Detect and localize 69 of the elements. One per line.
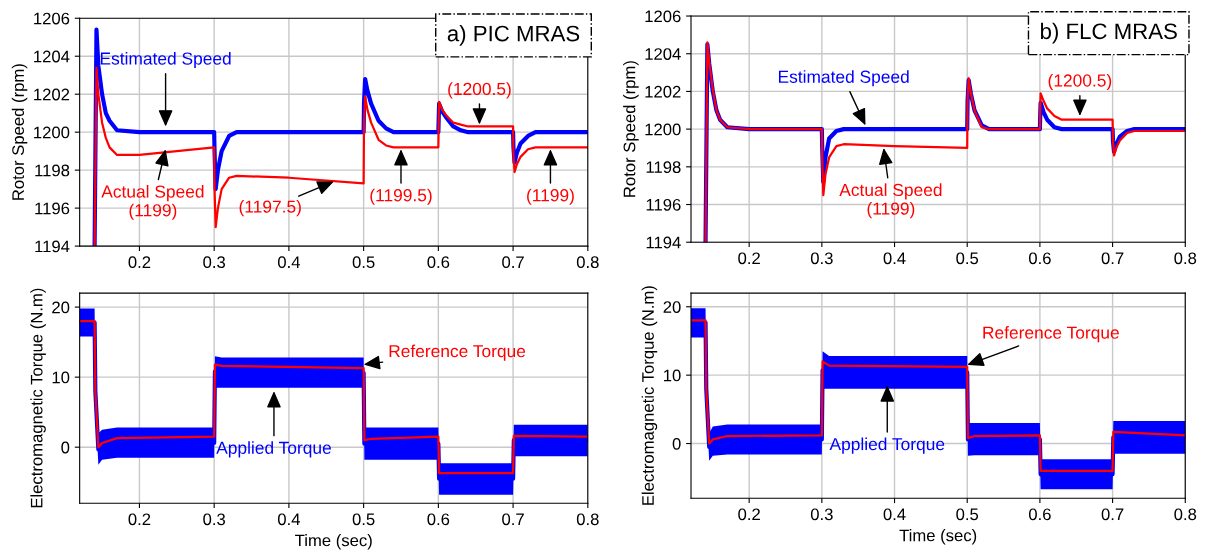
- annotation: a) PIC MRAS: [447, 25, 580, 46]
- x-tick-label: 0.2: [738, 508, 760, 521]
- x-tick-label: 0.6: [427, 513, 450, 526]
- annotation: Applied Torque: [216, 441, 331, 458]
- annotation: Estimated Speed: [778, 70, 909, 87]
- x-tick-label: 0.7: [502, 256, 524, 269]
- x-tick-label: 0.8: [576, 256, 599, 269]
- x-tick-label: 0.3: [203, 256, 226, 269]
- y-axis-title: Electromagnetic Torque (N.m): [641, 286, 658, 505]
- y-tick-label: 1202: [645, 85, 681, 98]
- x-axis-title: Time (sec): [295, 534, 372, 550]
- x-tick-label: 0.3: [810, 252, 833, 265]
- x-tick-label: 0.2: [128, 513, 151, 526]
- y-tick-label: 1198: [35, 164, 70, 177]
- y-tick-label: 1204: [34, 50, 70, 63]
- y-axis-title: Rotor Speed (rpm): [11, 64, 28, 200]
- x-tick-label: 0.4: [883, 252, 906, 265]
- annotation: (1199): [527, 188, 574, 205]
- x-tick-label: 0.7: [1101, 508, 1124, 521]
- x-tick-label: 0.6: [1028, 252, 1051, 265]
- y-tick-label: 1206: [645, 10, 681, 23]
- y-axis-title: Rotor Speed (rpm): [623, 61, 639, 197]
- x-tick-label: 0.6: [1028, 508, 1051, 521]
- annotation: (1199.5): [370, 188, 432, 205]
- y-tick-label: 0: [672, 437, 681, 450]
- annotation: (1197.5): [239, 200, 301, 217]
- x-tick-label: 0.4: [277, 513, 300, 526]
- x-tick-label: 0.8: [576, 513, 599, 526]
- y-tick-label: 1200: [34, 126, 70, 139]
- y-tick-label: 0: [61, 441, 70, 454]
- annotation: b) FLC MRAS: [1041, 22, 1177, 44]
- y-tick-label: 1196: [35, 202, 70, 215]
- x-tick-label: 0.5: [956, 508, 979, 521]
- x-tick-label: 0.3: [203, 513, 226, 526]
- y-tick-label: 1200: [645, 123, 681, 136]
- y-tick-label: 10: [664, 369, 681, 382]
- x-tick-label: 0.2: [738, 252, 760, 265]
- x-tick-label: 0.8: [1174, 252, 1197, 265]
- x-tick-label: 0.5: [956, 252, 979, 265]
- x-tick-label: 0.6: [427, 256, 450, 269]
- annotation: Reference Torque: [389, 344, 526, 361]
- x-tick-label: 0.2: [128, 256, 151, 269]
- y-tick-label: 1198: [646, 161, 681, 174]
- x-tick-label: 0.7: [1101, 252, 1124, 265]
- x-tick-label: 0.5: [352, 256, 375, 269]
- y-tick-label: 20: [663, 301, 681, 313]
- annotation: (1200.5): [448, 82, 511, 99]
- y-tick-label: 1194: [646, 236, 681, 249]
- annotation: Applied Torque: [829, 437, 945, 454]
- y-tick-label: 1196: [646, 198, 681, 211]
- x-tick-label: 0.3: [810, 508, 833, 521]
- x-tick-label: 0.4: [277, 256, 300, 269]
- annotation: Estimated Speed: [100, 51, 231, 69]
- x-tick-label: 0.7: [502, 513, 524, 526]
- y-tick-label: 10: [52, 371, 70, 384]
- y-tick-label: 1194: [35, 240, 70, 253]
- x-tick-label: 0.4: [883, 508, 906, 521]
- x-tick-label: 0.5: [352, 513, 375, 526]
- y-tick-label: 1204: [645, 48, 681, 60]
- y-tick-label: 20: [52, 301, 70, 314]
- x-axis-title: Time (sec): [899, 529, 977, 545]
- annotation: Actual Speed (1199): [101, 184, 204, 220]
- annotation: (1200.5): [1048, 73, 1112, 91]
- annotation: Reference Torque: [983, 326, 1119, 343]
- y-tick-label: 1206: [34, 12, 70, 25]
- y-tick-label: 1202: [34, 88, 70, 101]
- x-tick-label: 0.8: [1174, 508, 1197, 521]
- annotation: Actual Speed (1199): [839, 183, 942, 219]
- y-axis-title: Electromagnetic Torque (N.m): [30, 288, 46, 508]
